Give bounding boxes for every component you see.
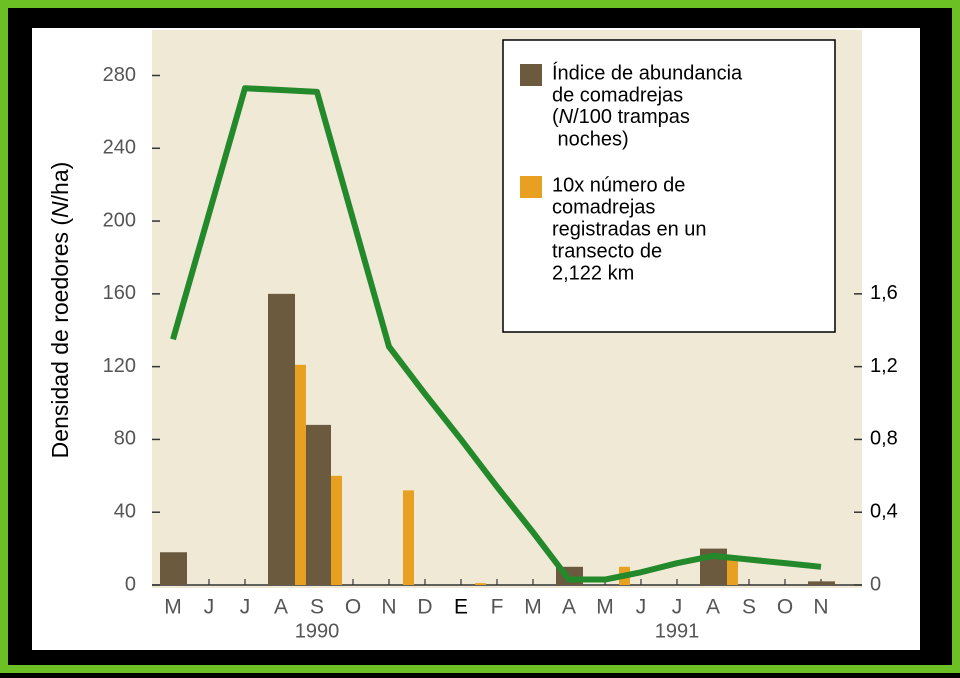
- x-tick-label: O: [777, 596, 793, 619]
- y-tick-label: 160: [103, 282, 136, 304]
- y-tick-label: 280: [103, 64, 136, 86]
- legend-label-part: N: [559, 106, 574, 128]
- legend-label: de comadrejas: [552, 84, 683, 106]
- chart: 0 40 80 120 160 200 240 280 0 0,4 0,8 1,2 1,6 Densida…: [0, 0, 960, 673]
- y-tick-label: 40: [114, 500, 136, 522]
- x-tick-label: M: [164, 596, 182, 619]
- legend-label: 10x número de: [552, 174, 685, 196]
- legend-swatch: [520, 176, 542, 198]
- y-axis-title-part: N: [47, 201, 73, 218]
- x-tick-label: D: [417, 596, 432, 619]
- y-axis-title-part: Densidad de roedores (: [47, 218, 73, 459]
- bar: [304, 425, 331, 585]
- y2-tick-label: 0: [870, 573, 881, 595]
- y2-tick-label: 0,4: [870, 500, 898, 522]
- x-tick-label: J: [204, 596, 215, 619]
- legend-label: (N/100 trampas: [552, 106, 690, 128]
- bar: [475, 583, 486, 585]
- y-tick-label: 80: [114, 428, 136, 450]
- bar: [268, 294, 295, 585]
- y-axis-title-part: /ha): [47, 162, 73, 202]
- x-tick-label: N: [813, 596, 828, 619]
- x-tick-label: F: [491, 596, 504, 619]
- bar: [808, 581, 835, 585]
- legend-label: comadrejas: [552, 196, 655, 218]
- x-tick-label: A: [562, 596, 576, 619]
- year-label: 1990: [295, 620, 340, 642]
- legend-label-part: /100 trampas: [573, 106, 690, 128]
- y-tick-label: 120: [103, 355, 136, 377]
- x-tick-label: J: [240, 596, 251, 619]
- legend-label: transecto de: [552, 240, 662, 262]
- bar: [295, 365, 306, 585]
- y2-axis-title: Índice del número de comadrejas: [923, 55, 946, 366]
- bar: [727, 558, 738, 585]
- x-tick-label: O: [345, 596, 361, 619]
- y-tick-label: 200: [103, 209, 136, 231]
- x-tick-label: M: [596, 596, 614, 619]
- bar: [331, 476, 342, 585]
- x-tick-label: S: [742, 596, 756, 619]
- y-tick-label: 240: [103, 137, 136, 159]
- legend-label: registradas en un: [552, 218, 707, 240]
- y2-tick-label: 1,2: [870, 355, 898, 377]
- x-tick-label: J: [672, 596, 683, 619]
- bar: [160, 552, 187, 585]
- x-tick-label: J: [636, 596, 647, 619]
- x-tick-label: N: [381, 596, 396, 619]
- y-axis-title: Densidad de roedores (N/ha): [47, 162, 73, 459]
- y2-tick-label: 1,6: [870, 282, 898, 304]
- x-tick-label: E: [454, 596, 468, 619]
- legend-label: noches): [552, 128, 629, 150]
- x-tick-label: S: [310, 596, 324, 619]
- x-tick-label: A: [706, 596, 720, 619]
- y-tick-label: 0: [125, 573, 136, 595]
- legend-label: Índice de abundancia: [552, 61, 743, 84]
- year-label: 1991: [655, 620, 700, 642]
- legend-swatch: [520, 64, 542, 86]
- page: {"chart_data": { "type": "bar", "ylabel"…: [0, 0, 960, 673]
- bar: [403, 490, 414, 585]
- x-tick-label: M: [524, 596, 542, 619]
- legend-label: 2,122 km: [552, 262, 634, 284]
- x-tick-label: A: [274, 596, 288, 619]
- y2-tick-label: 0,8: [870, 428, 898, 450]
